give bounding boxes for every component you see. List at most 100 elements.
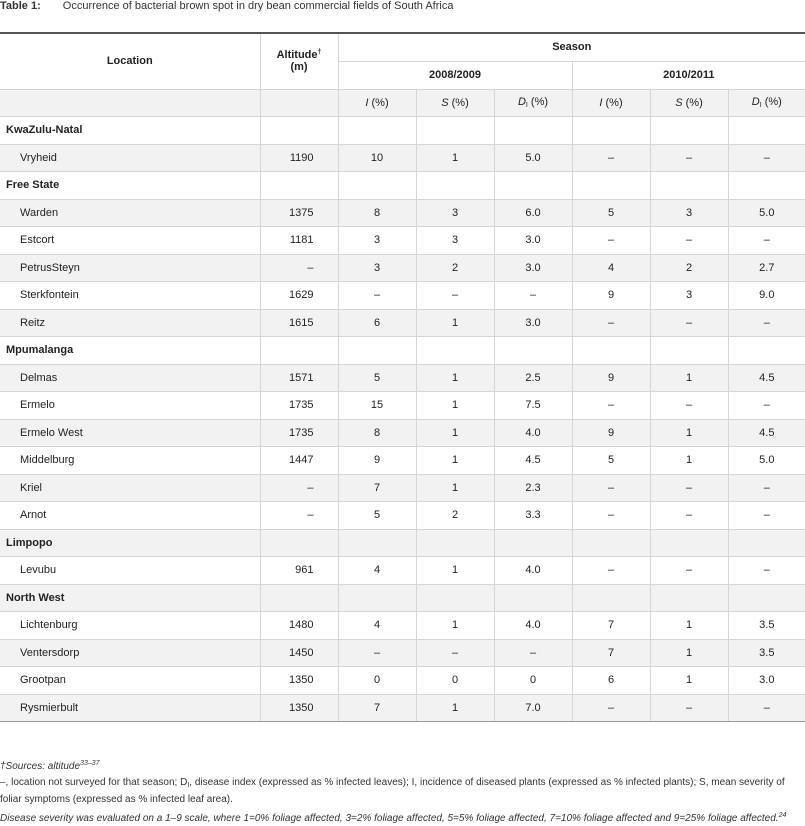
header-cell: Altitude† (m) (259, 32, 339, 90)
value-cell: – (727, 556, 805, 585)
value-cell: 4.5 (727, 363, 805, 392)
empty-cell (571, 336, 651, 365)
value-cell: – (571, 143, 651, 172)
region-row: Mpumalanga (0, 336, 805, 365)
value-cell: – (727, 226, 805, 255)
caption-text: Occurrence of bacterial brown spot in dr… (62, 0, 454, 12)
empty-cell (259, 171, 339, 200)
location-cell: Ermelo West (0, 418, 261, 447)
header-row: I (%) S (%) DI (%) I (%) S (%) DI (%) (0, 88, 805, 117)
value-cell: 6.0 (493, 198, 573, 227)
value-cell: – (649, 501, 729, 530)
value-cell: – (727, 473, 805, 502)
region-cell: Free State (0, 171, 261, 200)
table-row: Middelburg 1447 9 1 4.5 5 1 5.0 (0, 446, 805, 475)
value-cell: 3 (415, 198, 495, 227)
value-cell: 3 (337, 226, 417, 255)
location-cell: Levubu (0, 556, 261, 585)
footnote-sup: 24 (778, 812, 787, 819)
value-cell: – (571, 391, 651, 420)
empty-cell (649, 528, 729, 557)
value-cell: – (571, 501, 651, 530)
location-cell: Grootpan (0, 666, 261, 695)
value-cell: 1 (649, 666, 729, 695)
value-cell: 7 (337, 473, 417, 502)
table-row: Arnot –5 2 3.3– – – (0, 501, 805, 530)
table-row: Sterkfontein 1629– – –9 3 9.0 (0, 281, 805, 310)
value-cell: 3 (649, 198, 729, 227)
value-cell: 4.5 (727, 418, 805, 447)
table-row: Lichtenburg 1480 4 1 4.0 7 1 3.5 (0, 611, 805, 640)
table: Location Altitude† (m) Season 2008/2009 2010/… (0, 32, 805, 722)
table-row: Warden 1375 8 3 6.0 5 3 5.0 (0, 198, 805, 227)
table-row: PetrusSteyn –3 2 3.0 4 2 2.7 (0, 253, 805, 282)
value-cell: – (493, 638, 573, 667)
value-cell: 1 (649, 363, 729, 392)
header-row: Location Altitude† (m) Season (0, 32, 805, 90)
value-cell: 1 (415, 473, 495, 502)
value-cell: 5 (571, 446, 651, 475)
value-cell: 2.5 (493, 363, 573, 392)
value-cell: 1447 (259, 446, 339, 475)
table-header: Location Altitude† (m) Season 2008/2009 2010/… (0, 32, 805, 117)
empty-cell (337, 116, 417, 145)
table-row: Estcort 1181 3 3 3.0– – – (0, 226, 805, 255)
measure-symbol: D (751, 96, 760, 109)
empty-cell (649, 583, 729, 612)
value-cell: 7 (571, 611, 651, 640)
footnote-text: †Sources: altitude (0, 761, 81, 772)
header-cell: S (%) (415, 88, 495, 117)
value-cell: 2.7 (727, 253, 805, 282)
value-cell: 1 (415, 143, 495, 172)
value-cell: – (415, 638, 495, 667)
measure-symbol: I (599, 96, 603, 109)
value-cell: – (649, 391, 729, 420)
value-cell: 4 (337, 556, 417, 585)
value-cell: – (571, 226, 651, 255)
value-cell: – (649, 226, 729, 255)
header-cell: Season (337, 32, 805, 62)
empty-cell (337, 336, 417, 365)
value-cell: 1 (415, 693, 495, 722)
empty-cell (415, 336, 495, 365)
measure-unit: (%) (764, 96, 782, 109)
location-cell: Rysmierbult (0, 693, 261, 722)
footnote: –, location not surveyed for that season… (0, 776, 805, 807)
table-row: Levubu 961 4 1 4.0– – – (0, 556, 805, 585)
measure-subscript: I (759, 102, 762, 110)
location-cell: Sterkfontein (0, 281, 261, 310)
table-row: Grootpan 1350 0 0 0 6 1 3.0 (0, 666, 805, 695)
measure-subscript: I (525, 102, 528, 110)
empty-cell (649, 171, 729, 200)
measure-symbol: S (441, 96, 449, 109)
value-cell: – (571, 308, 651, 337)
value-cell: 6 (337, 308, 417, 337)
value-cell: 1 (415, 446, 495, 475)
measure-unit: (%) (371, 96, 389, 109)
value-cell: 1 (415, 308, 495, 337)
location-cell: PetrusSteyn (0, 253, 261, 282)
value-cell: 1190 (259, 143, 339, 172)
value-cell: 1350 (259, 693, 339, 722)
caption-label: Table 1: (0, 0, 41, 12)
value-cell: 1 (415, 418, 495, 447)
header-cell: I (%) (337, 88, 417, 117)
location-cell: Kriel (0, 473, 261, 502)
measure-unit: (%) (530, 96, 549, 109)
location-cell: Estcort (0, 226, 261, 255)
empty-cell (727, 336, 805, 365)
value-cell: 0 (493, 666, 573, 695)
empty-cell (259, 583, 339, 612)
value-cell: 6 (571, 666, 651, 695)
value-cell: 5.0 (493, 143, 573, 172)
value-cell: 3.5 (727, 638, 805, 667)
value-cell: 3.0 (727, 666, 805, 695)
value-cell: 10 (337, 143, 417, 172)
value-cell: 1735 (259, 418, 339, 447)
location-cell: Lichtenburg (0, 611, 261, 640)
value-cell: 5 (337, 501, 417, 530)
value-cell: 1480 (259, 611, 339, 640)
header-cell: 2010/2011 (571, 60, 805, 90)
header-text: Altitude (276, 49, 318, 62)
header-cell: I (%) (571, 88, 651, 117)
